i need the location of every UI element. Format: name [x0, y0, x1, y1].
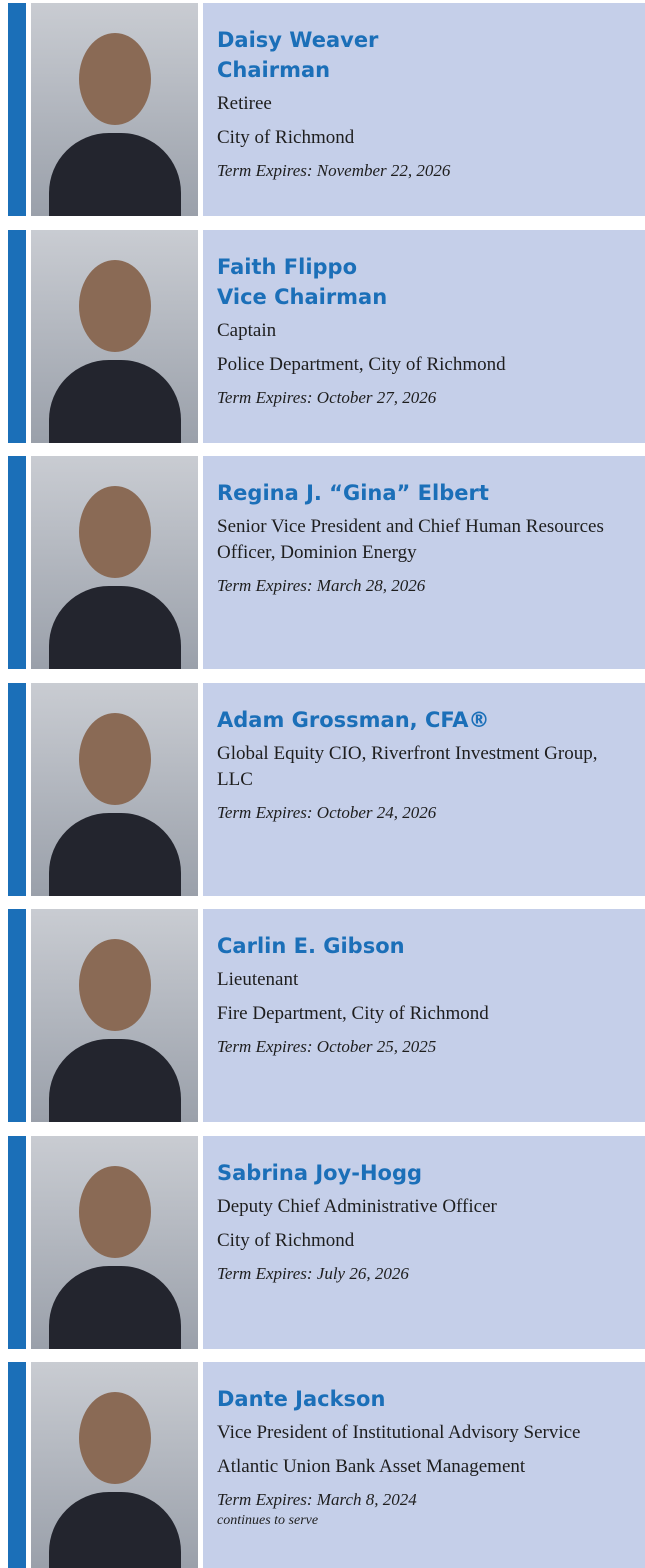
member-name: Faith Flippo — [217, 254, 358, 279]
member-name-block: Daisy Weaver Chairman — [217, 25, 633, 85]
member-detail: Retiree — [217, 93, 272, 114]
member-name-block: Carlin E. Gibson — [217, 931, 633, 961]
photo-body — [49, 359, 181, 443]
term-expiry: Term Expires: March 8, 2024 — [217, 1490, 417, 1509]
member-info: Adam Grossman, CFA® Global Equity CIO, Ri… — [203, 682, 645, 896]
member-detail: Deputy Chief Administrative Officer — [217, 1195, 497, 1217]
term-note: continues to serve — [217, 1513, 319, 1528]
member-name: Dante Jackson — [217, 1387, 386, 1411]
accent-bar — [8, 456, 26, 669]
accent-bar — [8, 682, 26, 896]
member-name: Daisy Weaver — [217, 28, 379, 52]
member-detail: Lieutenant — [217, 969, 299, 990]
photo-body — [49, 586, 181, 669]
member-title: Vice Chairman — [217, 284, 388, 309]
member-detail: Global Equity CIO, Riverfront Investment… — [217, 742, 598, 790]
photo-body — [49, 1039, 181, 1122]
member-detail: City of Richmond — [217, 1229, 355, 1251]
member-card: Adam Grossman, CFA® Global Equity CIO, Ri… — [8, 682, 645, 896]
member-detail: City of Richmond — [217, 127, 355, 148]
member-photo — [31, 3, 198, 216]
member-photo — [31, 1362, 198, 1568]
member-detail: Senior Vice President and Chief Human Re… — [217, 516, 604, 563]
accent-bar — [8, 909, 26, 1122]
photo-head — [79, 939, 151, 1031]
member-name: Carlin E. Gibson — [217, 934, 405, 958]
term-expiry: Term Expires: March 28, 2026 — [217, 576, 426, 595]
member-card: Faith Flippo Vice Chairman Captain Police D… — [8, 229, 645, 443]
term-expiry: Term Expires: July 26, 2026 — [217, 1263, 409, 1283]
accent-bar — [8, 1135, 26, 1349]
accent-bar — [8, 229, 26, 443]
member-detail: Fire Department, City of Richmond — [217, 1003, 489, 1024]
accent-bar — [8, 3, 26, 216]
term-expiry: Term Expires: October 25, 2025 — [217, 1037, 437, 1056]
member-card: Regina J. “Gina” Elbert Senior Vice Presi… — [8, 456, 645, 669]
member-name-block: Dante Jackson — [217, 1384, 633, 1414]
term-expiry: Term Expires: October 24, 2026 — [217, 802, 437, 822]
member-card: Sabrina Joy-Hogg Deputy Chief Administrat… — [8, 1135, 645, 1349]
member-photo — [31, 229, 198, 443]
member-card: Carlin E. Gibson Lieutenant Fire Departmen… — [8, 909, 645, 1122]
member-card: Dante Jackson Vice President of Instituti… — [8, 1362, 645, 1568]
member-name-block: Sabrina Joy-Hogg — [217, 1158, 633, 1188]
member-title: Chairman — [217, 58, 331, 82]
photo-head — [79, 712, 151, 805]
photo-body — [49, 1265, 181, 1349]
accent-bar — [8, 1362, 26, 1568]
member-name: Regina J. “Gina” Elbert — [217, 481, 489, 505]
photo-body — [49, 1492, 181, 1568]
member-photo — [31, 682, 198, 896]
member-card: Daisy Weaver Chairman Retiree City of Richm… — [8, 3, 645, 216]
photo-body — [49, 133, 181, 216]
term-expiry: Term Expires: November 22, 2026 — [217, 161, 451, 180]
photo-head — [79, 1392, 151, 1484]
member-info: Dante Jackson Vice President of Instituti… — [203, 1362, 645, 1568]
member-detail: Captain — [217, 319, 277, 341]
member-photo — [31, 909, 198, 1122]
member-name-block: Regina J. “Gina” Elbert — [217, 478, 633, 508]
member-info: Regina J. “Gina” Elbert Senior Vice Presi… — [203, 456, 645, 669]
member-detail: Police Department, City of Richmond — [217, 353, 506, 375]
member-photo — [31, 456, 198, 669]
member-detail: Atlantic Union Bank Asset Management — [217, 1456, 526, 1477]
term-expiry: Term Expires: October 27, 2026 — [217, 387, 437, 407]
photo-head — [79, 259, 151, 352]
member-name-block: Faith Flippo Vice Chairman — [217, 252, 633, 312]
photo-head — [79, 1165, 151, 1258]
member-name: Sabrina Joy-Hogg — [217, 1160, 423, 1185]
member-info: Sabrina Joy-Hogg Deputy Chief Administrat… — [203, 1135, 645, 1349]
member-name-block: Adam Grossman, CFA® — [217, 705, 633, 735]
photo-head — [79, 33, 151, 125]
member-info: Daisy Weaver Chairman Retiree City of Richm… — [203, 3, 645, 216]
member-detail: Vice President of Institutional Advisory… — [217, 1422, 581, 1443]
member-name: Adam Grossman, CFA® — [217, 707, 490, 732]
photo-head — [79, 486, 151, 578]
member-info: Faith Flippo Vice Chairman Captain Police D… — [203, 229, 645, 443]
photo-body — [49, 812, 181, 896]
member-photo — [31, 1135, 198, 1349]
member-info: Carlin E. Gibson Lieutenant Fire Departmen… — [203, 909, 645, 1122]
